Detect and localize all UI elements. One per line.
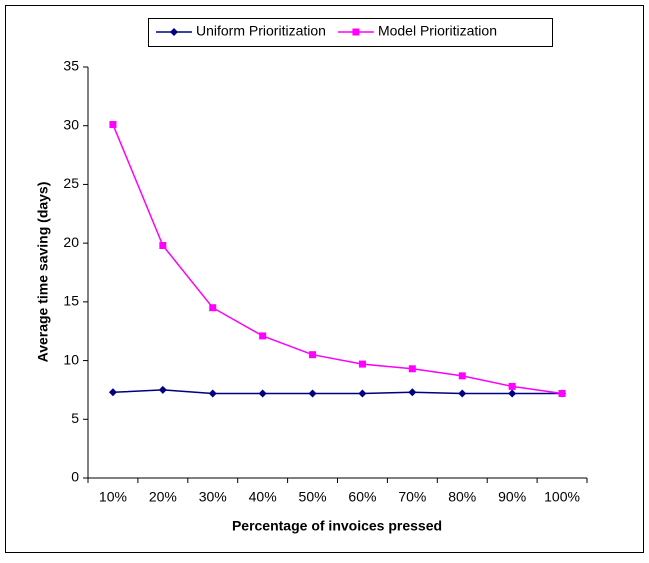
data-point: [258, 389, 267, 398]
data-point: [358, 360, 366, 368]
y-tick-label: 25: [63, 175, 79, 191]
data-point: [408, 388, 417, 397]
data-point: [108, 388, 117, 397]
x-tick-label: 10%: [99, 489, 127, 505]
data-point: [208, 389, 217, 398]
y-tick-label: 5: [71, 410, 79, 426]
data-point: [259, 332, 267, 340]
data-point: [408, 365, 416, 373]
x-tick-label: 80%: [448, 489, 476, 505]
series-line: [112, 389, 563, 395]
y-tick-label: 15: [63, 293, 79, 309]
y-tick-label: 20: [63, 234, 79, 250]
data-point: [458, 372, 466, 380]
y-axis-label: Average time saving (days): [35, 182, 51, 363]
x-tick-label: 60%: [348, 489, 376, 505]
legend-marker: [170, 28, 178, 36]
legend: Uniform Prioritization Model Prioritizati…: [148, 18, 553, 47]
x-axis-label: Percentage of invoices pressed: [232, 518, 442, 534]
legend-marker: [352, 28, 360, 36]
data-point: [308, 389, 317, 398]
chart-frame: [5, 5, 644, 553]
data-point: [458, 389, 467, 398]
y-tick-label: 0: [71, 469, 79, 485]
x-tick-label: 50%: [299, 489, 327, 505]
y-tick-label: 35: [63, 58, 79, 74]
legend-label: Model Prioritization: [378, 23, 497, 39]
data-point: [159, 241, 167, 249]
x-tick-label: 30%: [199, 489, 227, 505]
data-point: [209, 304, 217, 312]
data-point: [158, 385, 167, 394]
data-point: [109, 121, 117, 129]
x-tick-label: 40%: [249, 489, 277, 505]
x-tick-label: 20%: [149, 489, 177, 505]
y-tick-label: 10: [63, 351, 79, 367]
data-point: [558, 389, 566, 397]
x-tick-label: 90%: [498, 489, 526, 505]
y-tick-label: 30: [63, 116, 79, 132]
data-point: [309, 351, 317, 359]
data-point: [358, 389, 367, 398]
x-tick-label: 70%: [398, 489, 426, 505]
x-tick-label: 100%: [544, 489, 580, 505]
data-point: [508, 389, 517, 398]
series-line: [112, 124, 563, 395]
legend-label: Uniform Prioritization: [196, 23, 326, 39]
data-point: [508, 382, 516, 390]
